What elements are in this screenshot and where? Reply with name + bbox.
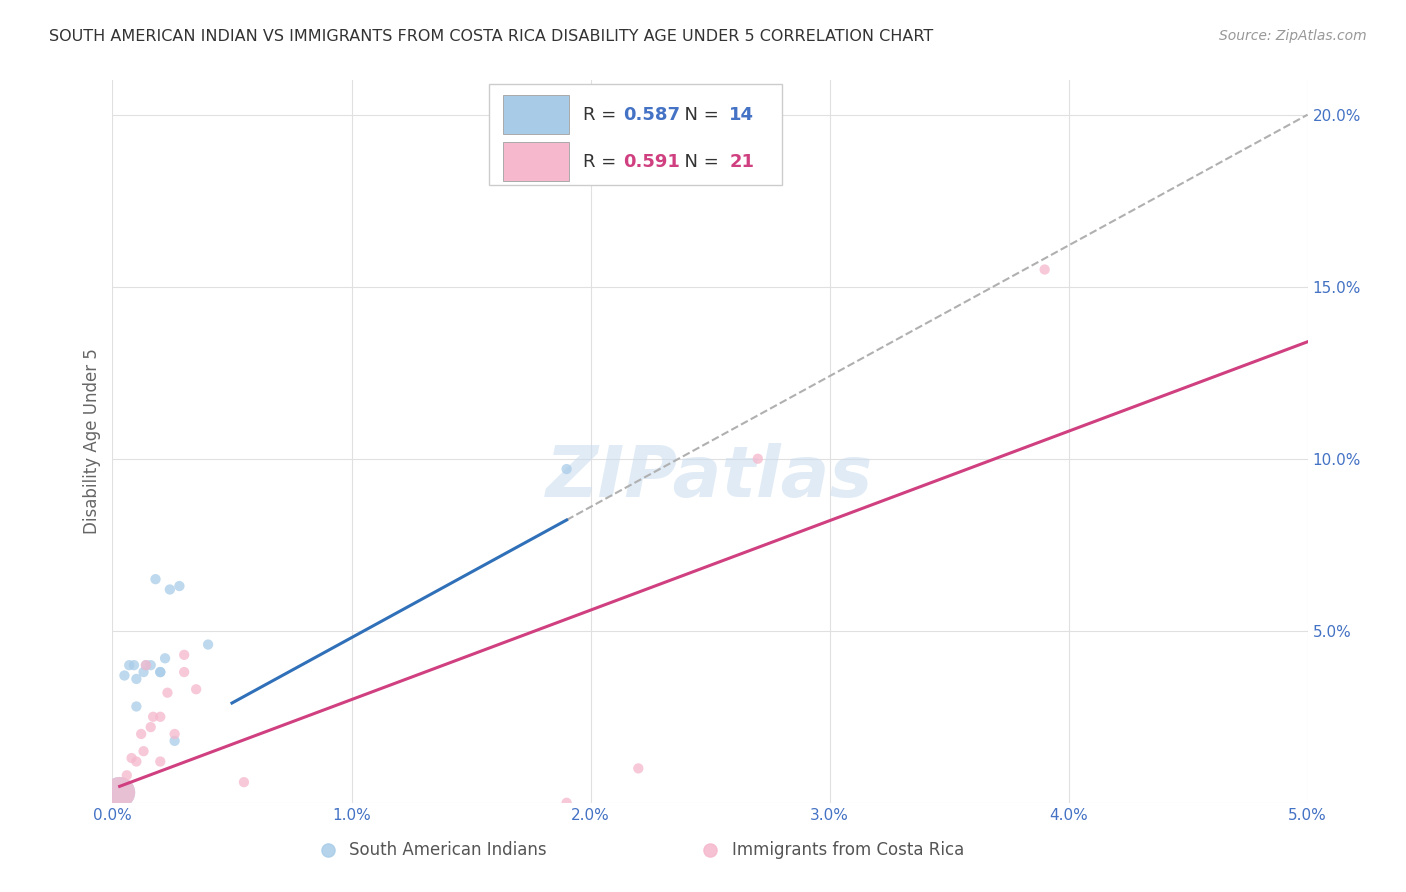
Point — [121, 751, 143, 765]
Text: SOUTH AMERICAN INDIAN VS IMMIGRANTS FROM COSTA RICA DISABILITY AGE UNDER 5 CORRE: SOUTH AMERICAN INDIAN VS IMMIGRANTS FROM… — [49, 29, 934, 44]
Point — [197, 638, 219, 652]
Text: R =: R = — [583, 105, 623, 124]
Point — [118, 658, 141, 673]
Point — [149, 665, 172, 679]
Text: 0.587: 0.587 — [623, 105, 679, 124]
Point — [135, 658, 157, 673]
Point — [233, 775, 256, 789]
Text: N =: N = — [673, 153, 724, 170]
Point — [114, 668, 135, 682]
Text: N =: N = — [673, 105, 724, 124]
Point — [186, 682, 208, 697]
Point — [149, 755, 172, 769]
Point — [129, 727, 152, 741]
FancyBboxPatch shape — [503, 95, 569, 135]
Point — [108, 785, 131, 799]
Text: Immigrants from Costa Rica: Immigrants from Costa Rica — [731, 841, 963, 859]
Point — [149, 665, 172, 679]
Point — [1033, 262, 1056, 277]
Point — [122, 658, 145, 673]
Text: ZIPatlas: ZIPatlas — [547, 443, 873, 512]
Point — [173, 648, 195, 662]
Point — [145, 572, 167, 586]
Point — [159, 582, 181, 597]
Point — [173, 665, 195, 679]
FancyBboxPatch shape — [503, 142, 569, 181]
Point — [108, 785, 131, 799]
Point — [747, 451, 769, 466]
Text: 0.591: 0.591 — [623, 153, 679, 170]
Y-axis label: Disability Age Under 5: Disability Age Under 5 — [83, 349, 101, 534]
Text: Source: ZipAtlas.com: Source: ZipAtlas.com — [1219, 29, 1367, 43]
Point — [139, 720, 162, 734]
Text: R =: R = — [583, 153, 623, 170]
Point — [132, 665, 155, 679]
Point — [125, 672, 148, 686]
Point — [135, 658, 157, 673]
Point — [156, 686, 179, 700]
Point — [627, 761, 650, 775]
Point — [132, 744, 155, 758]
Point — [115, 768, 138, 782]
Point — [163, 734, 186, 748]
Point — [555, 462, 578, 476]
Point — [125, 699, 148, 714]
Point — [555, 796, 578, 810]
Point — [142, 710, 165, 724]
Point — [125, 755, 148, 769]
Text: 21: 21 — [730, 153, 754, 170]
Text: 14: 14 — [730, 105, 754, 124]
Point — [169, 579, 191, 593]
Point — [139, 658, 162, 673]
FancyBboxPatch shape — [489, 84, 782, 185]
Point — [149, 710, 172, 724]
Point — [163, 727, 186, 741]
Text: South American Indians: South American Indians — [349, 841, 547, 859]
Point — [153, 651, 176, 665]
